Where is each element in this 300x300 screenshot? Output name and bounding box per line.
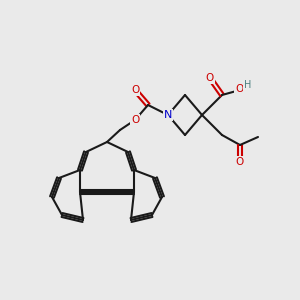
Text: O: O xyxy=(206,73,214,83)
Text: O: O xyxy=(131,115,139,125)
Text: O: O xyxy=(236,157,244,167)
Text: H: H xyxy=(244,80,252,90)
Text: O: O xyxy=(131,85,139,95)
Text: N: N xyxy=(164,110,172,120)
Text: O: O xyxy=(235,84,243,94)
